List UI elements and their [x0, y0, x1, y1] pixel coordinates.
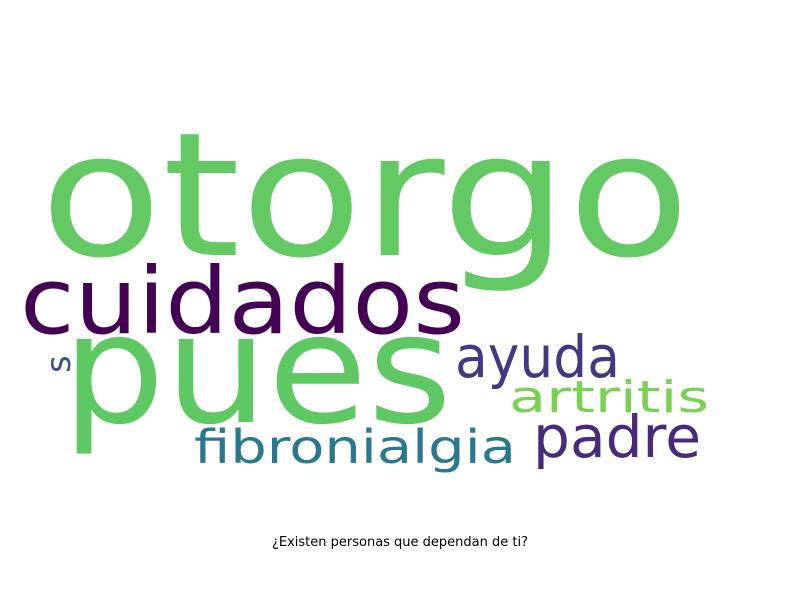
word-padre: padre [533, 403, 701, 471]
word-fibronialgia: fibronialgia [194, 420, 516, 474]
word-s: s [39, 355, 79, 373]
word-pues: pues [62, 281, 452, 458]
caption: ¿Existen personas que dependan de ti? [271, 535, 529, 550]
word-cuidados: cuidados [20, 248, 465, 355]
word-artritis: artritis [509, 372, 709, 423]
word-otorgo: otorgo [40, 95, 690, 296]
word-ayuda: ayuda [455, 323, 620, 391]
